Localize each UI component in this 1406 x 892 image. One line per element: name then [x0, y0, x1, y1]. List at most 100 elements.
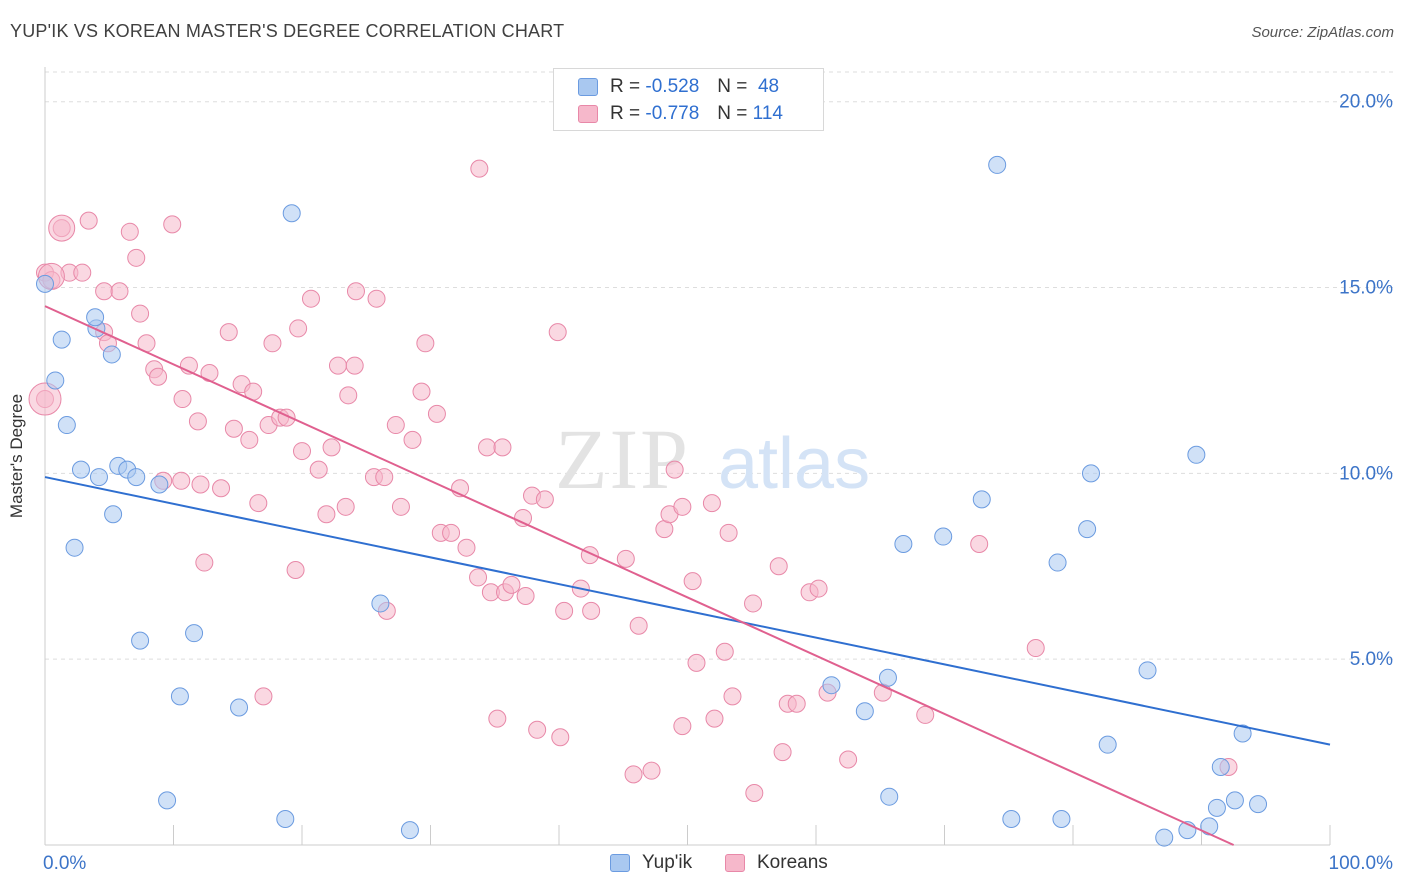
korean-point — [110, 282, 129, 301]
korean-point — [391, 497, 410, 516]
yupik-point — [36, 274, 54, 293]
korean-point — [224, 419, 243, 438]
yupik-point — [400, 821, 419, 840]
yupik-point — [1052, 809, 1071, 828]
korean-point — [488, 709, 507, 728]
korean-point — [367, 289, 386, 308]
watermark: ZIP atlas — [555, 411, 870, 507]
y-tick-label: 5.0% — [1350, 649, 1393, 670]
korean-point — [745, 783, 764, 802]
yupik-point — [894, 534, 913, 553]
yupik-point — [89, 468, 108, 487]
korean-point — [469, 568, 488, 587]
korean-point — [172, 471, 191, 490]
yupik-point — [1233, 724, 1252, 743]
legend-r-label: R = — [610, 103, 641, 124]
yupik-point — [880, 787, 899, 806]
korean-point — [188, 412, 207, 431]
korean-point-large — [48, 214, 76, 242]
korean-point — [970, 534, 989, 553]
korean-point — [191, 475, 210, 494]
yupik-point — [131, 631, 150, 650]
korean-point — [345, 356, 364, 375]
trend-lines — [44, 305, 1331, 846]
korean-point — [301, 289, 320, 308]
yupik-points — [36, 155, 1268, 847]
yupik-point — [282, 204, 301, 223]
korean-point — [249, 494, 268, 513]
legend-r-label: R = — [610, 76, 641, 97]
korean-point — [715, 642, 734, 661]
tick-labels: 5.0% 10.0% 15.0% 20.0% 0.0% 100.0% — [43, 92, 1393, 874]
korean-point — [555, 601, 574, 620]
yupik-point — [1200, 817, 1219, 836]
korean-point — [673, 717, 692, 736]
korean-point — [403, 430, 422, 449]
bottom-legend-yupik[interactable]: Yup'ik — [610, 852, 692, 874]
korean-point — [582, 601, 601, 620]
korean-point — [427, 404, 446, 423]
yupik-point — [71, 460, 90, 479]
korean-point — [317, 505, 336, 524]
legend-r-value-koreans: -0.778 — [645, 103, 700, 124]
bottom-legend-koreans[interactable]: Koreans — [725, 852, 828, 874]
yupik-point — [822, 676, 841, 695]
korean-point — [548, 323, 567, 342]
y-tick-label: 10.0% — [1339, 463, 1393, 484]
y-tick-label: 20.0% — [1339, 92, 1393, 113]
korean-point — [624, 765, 643, 784]
yupik-point — [276, 809, 295, 828]
korean-point — [769, 557, 788, 576]
korean-point — [705, 709, 724, 728]
yupik-point — [934, 527, 953, 546]
legend-n-label: N = — [717, 103, 748, 124]
yupik-swatch — [578, 78, 598, 96]
legend-n-value-yupik: 48 — [757, 76, 780, 97]
watermark-zip: ZIP — [555, 411, 690, 507]
korean-point — [535, 490, 554, 509]
yupik-point — [86, 308, 105, 327]
yupik-point — [878, 668, 897, 687]
yupik-point — [1155, 828, 1174, 847]
korean-point — [173, 390, 192, 409]
korean-point — [683, 572, 702, 591]
legend-row-koreans: R = -0.778 N = 114 — [578, 103, 783, 125]
yupik-point — [1225, 791, 1244, 810]
korean-point — [346, 282, 365, 301]
korean-point — [240, 430, 259, 449]
yupik-point — [988, 155, 1007, 174]
bottom-legend-koreans-label: Koreans — [757, 852, 828, 873]
korean-point — [386, 416, 405, 435]
korean-point — [328, 356, 347, 375]
korean-point — [493, 438, 512, 457]
yupik-point — [65, 538, 84, 557]
legend-n-value-koreans: 114 — [752, 103, 783, 124]
korean-point — [916, 705, 935, 724]
korean-point — [457, 538, 476, 557]
korean-point — [773, 743, 792, 762]
korean-point — [629, 616, 648, 635]
korean-point — [673, 497, 692, 516]
yupik-point — [127, 468, 146, 487]
yupik-point — [46, 371, 65, 390]
yupik-point — [1249, 795, 1268, 814]
korean-point — [665, 460, 684, 479]
yupik-point — [972, 490, 991, 509]
yupik-point — [52, 330, 71, 349]
korean-point — [1026, 639, 1045, 658]
yupik-point — [158, 791, 177, 810]
korean-point — [149, 367, 168, 386]
korean-point — [642, 761, 661, 780]
yupik-point — [1078, 520, 1097, 539]
korean-point — [478, 438, 497, 457]
korean-point — [120, 222, 139, 241]
korean-point — [687, 653, 706, 672]
yupik-point — [150, 475, 169, 494]
korean-point — [375, 468, 394, 487]
korean-point — [293, 442, 311, 461]
yupik-point — [1081, 464, 1100, 483]
korean-point — [339, 386, 358, 405]
korean-point — [719, 523, 738, 542]
yupik-point — [1211, 757, 1230, 776]
yupik-point — [1138, 661, 1157, 680]
